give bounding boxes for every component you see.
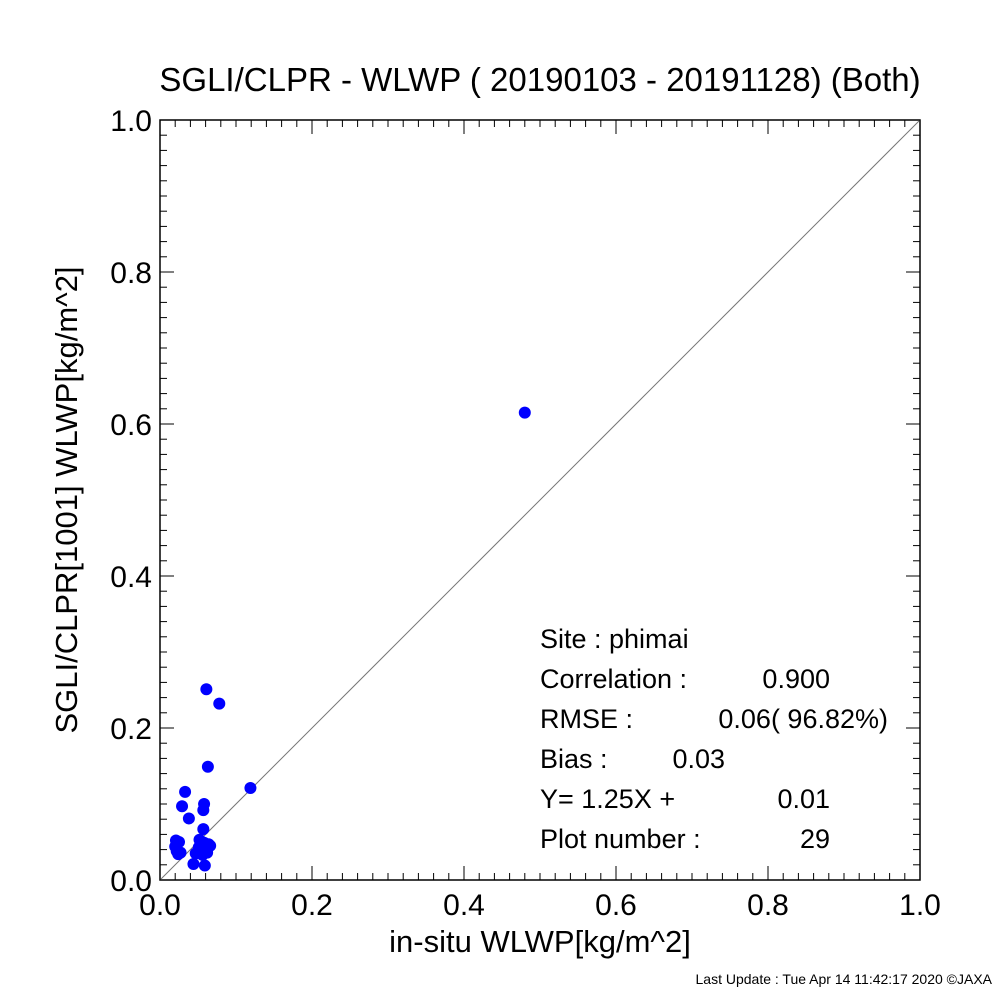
data-point [172, 848, 185, 861]
y-tick-label: 0.8 [110, 257, 152, 290]
x-tick-label: 1.0 [899, 889, 941, 922]
stat-label: Y= 1.25X + [540, 784, 675, 814]
data-point [518, 406, 531, 419]
x-tick-label: 0.6 [595, 889, 637, 922]
y-tick-label: 0.2 [110, 713, 152, 746]
y-axis: 0.0 0.2 0.4 0.6 0.8 1.0 [110, 105, 920, 898]
x-axis-label: in-situ WLWP[kg/m^2] [389, 924, 691, 959]
stat-value: 29 [800, 824, 830, 854]
data-point [213, 697, 226, 710]
x-axis: 0.0 0.2 0.4 0.6 0.8 1.0 [139, 120, 941, 922]
y-tick-label: 0.6 [110, 409, 152, 442]
one-to-one-line [159, 119, 921, 881]
data-point [197, 823, 210, 836]
statistics-box: Site : phimai Correlation : 0.900 RMSE : 0.0… [540, 624, 888, 854]
data-point [182, 812, 195, 825]
stat-label: Site : phimai [540, 624, 689, 654]
y-tick-label: 0.0 [110, 865, 152, 898]
data-points [169, 406, 531, 872]
x-tick-label: 0.2 [291, 889, 333, 922]
stat-value: 0.06( 96.82%) [718, 704, 888, 734]
stat-label: Plot number : [540, 824, 701, 854]
data-point [200, 683, 213, 696]
data-point [198, 859, 211, 872]
stat-label: Bias : [540, 744, 608, 774]
stat-value: 0.03 [672, 744, 725, 774]
data-point [187, 858, 200, 871]
y-axis-label: SGLI/CLPR[1001] WLWP[kg/m^2] [49, 266, 84, 733]
data-point [197, 804, 210, 817]
y-tick-label: 0.4 [110, 561, 152, 594]
data-point [244, 782, 257, 795]
stat-label: RMSE : [540, 704, 633, 734]
data-point [176, 800, 189, 813]
stat-value: 0.900 [762, 664, 830, 694]
x-tick-label: 0.0 [139, 889, 181, 922]
data-point [196, 848, 209, 861]
x-tick-label: 0.4 [443, 889, 485, 922]
chart-title: SGLI/CLPR - WLWP ( 20190103 - 20191128) … [159, 61, 920, 98]
x-tick-label: 0.8 [747, 889, 789, 922]
data-point [201, 760, 214, 773]
y-tick-label: 1.0 [110, 105, 152, 138]
stat-label: Correlation : [540, 664, 687, 694]
data-point [179, 785, 192, 798]
footer-text: Last Update : Tue Apr 14 11:42:17 2020 ©… [696, 971, 993, 987]
stat-value: 0.01 [777, 784, 830, 814]
